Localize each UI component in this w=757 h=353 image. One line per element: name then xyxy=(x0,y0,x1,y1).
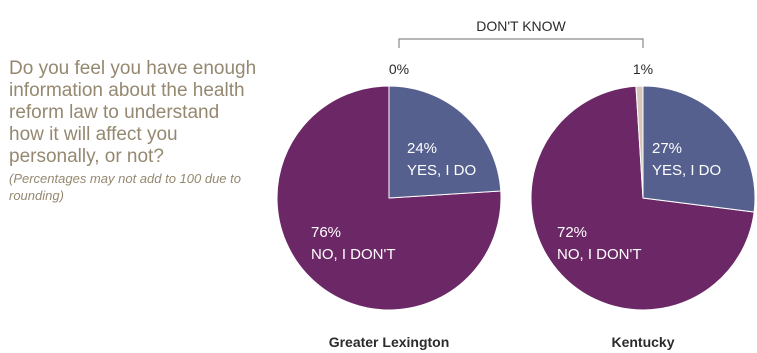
pie-kentucky-no-pct: 72% xyxy=(557,224,587,241)
pie-kentucky: 1% 27% YES, I DO 72% NO, I DON'T Kentuck… xyxy=(530,61,756,350)
pie-kentucky-dont-know-pct: 1% xyxy=(633,61,653,77)
pie-kentucky-no-label: NO, I DON'T xyxy=(557,246,642,263)
pie-kentucky-yes-pct: 27% xyxy=(652,140,682,157)
pie-greater-lexington-no-label: NO, I DON'T xyxy=(311,246,396,263)
pie-kentucky-yes-slice xyxy=(642,85,756,213)
question-note: (Percentages may not add to 100 due to r… xyxy=(9,171,241,203)
pie-kentucky-dont-know-slice xyxy=(635,85,644,199)
pie-kentucky-title: Kentucky xyxy=(611,334,674,350)
pie-greater-lexington-title: Greater Lexington xyxy=(329,334,450,350)
pie-kentucky-yes-label: YES, I DO xyxy=(652,162,721,179)
pie-greater-lexington-yes-slice xyxy=(388,85,502,199)
pie-greater-lexington: 0% 24% YES, I DO 76% NO, I DON'T Greater… xyxy=(276,61,502,350)
pie-greater-lexington-dont-know-pct: 0% xyxy=(389,61,409,77)
question-block: Do you feel you have enough information … xyxy=(9,58,259,204)
dont-know-bracket-label: DON'T KNOW xyxy=(476,18,566,34)
question-text: Do you feel you have enough information … xyxy=(9,58,257,167)
pie-greater-lexington-no-pct: 76% xyxy=(311,224,341,241)
pie-greater-lexington-yes-label: YES, I DO xyxy=(407,162,476,179)
pie-greater-lexington-yes-pct: 24% xyxy=(407,140,437,157)
dont-know-bracket xyxy=(398,38,644,48)
